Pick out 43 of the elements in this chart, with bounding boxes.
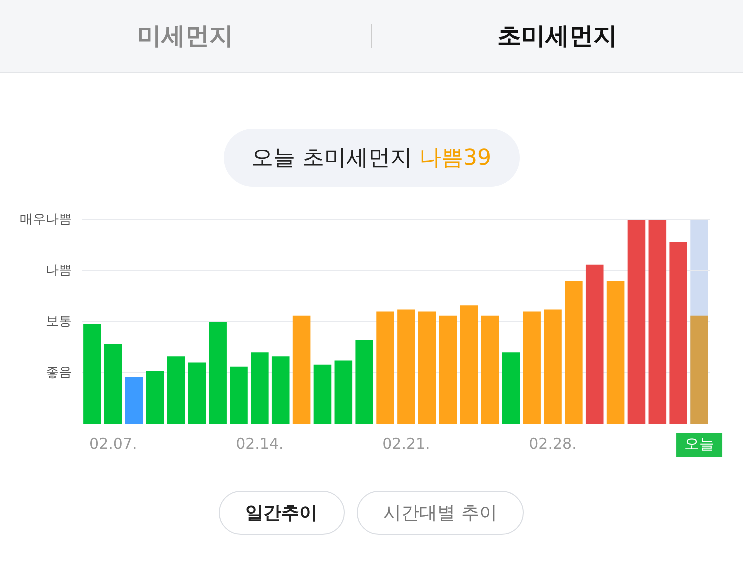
bar xyxy=(439,316,458,424)
bar xyxy=(544,310,562,424)
bar xyxy=(398,310,416,424)
bar xyxy=(606,281,625,424)
ref-line-label: 보통 xyxy=(46,314,72,330)
text: 시간대별 추이 xyxy=(356,491,524,535)
ref-line-label: 매우나쁨 xyxy=(20,212,72,228)
bar xyxy=(628,220,646,424)
bar xyxy=(565,281,583,424)
bar xyxy=(146,370,164,424)
bar xyxy=(167,356,186,424)
bar xyxy=(586,264,604,424)
x-tick-label: 02.14. xyxy=(236,434,284,453)
text: 미세먼지 xyxy=(136,21,234,52)
bar xyxy=(251,352,269,424)
bar xyxy=(188,362,206,424)
bar xyxy=(460,306,478,424)
bar xyxy=(125,377,144,424)
x-tick-label: 02.07. xyxy=(90,434,138,453)
chart-title: 오늘 초미세먼지 나쁨39 xyxy=(224,129,520,187)
bar xyxy=(272,356,290,424)
bar xyxy=(648,220,667,424)
bar xyxy=(376,312,394,424)
bar xyxy=(418,312,436,424)
bar xyxy=(523,312,541,424)
bar xyxy=(104,344,122,424)
bar xyxy=(314,364,332,424)
bar xyxy=(502,352,520,424)
bar xyxy=(84,324,102,424)
bar xyxy=(209,322,227,424)
text: 일간추이 xyxy=(218,491,345,535)
bar xyxy=(356,340,374,424)
x-tick-label: 오늘 xyxy=(684,434,715,453)
text: 초미세먼지 xyxy=(496,21,618,52)
ref-line-label: 나쁨 xyxy=(46,263,72,278)
bar xyxy=(230,366,248,424)
bar xyxy=(670,242,688,424)
x-tick-label: 02.28. xyxy=(529,434,577,453)
bar xyxy=(334,360,353,424)
ref-line-label: 좋음 xyxy=(46,365,72,380)
x-tick-label: 02.21. xyxy=(382,434,430,453)
bar xyxy=(481,316,500,424)
bar xyxy=(292,316,311,424)
